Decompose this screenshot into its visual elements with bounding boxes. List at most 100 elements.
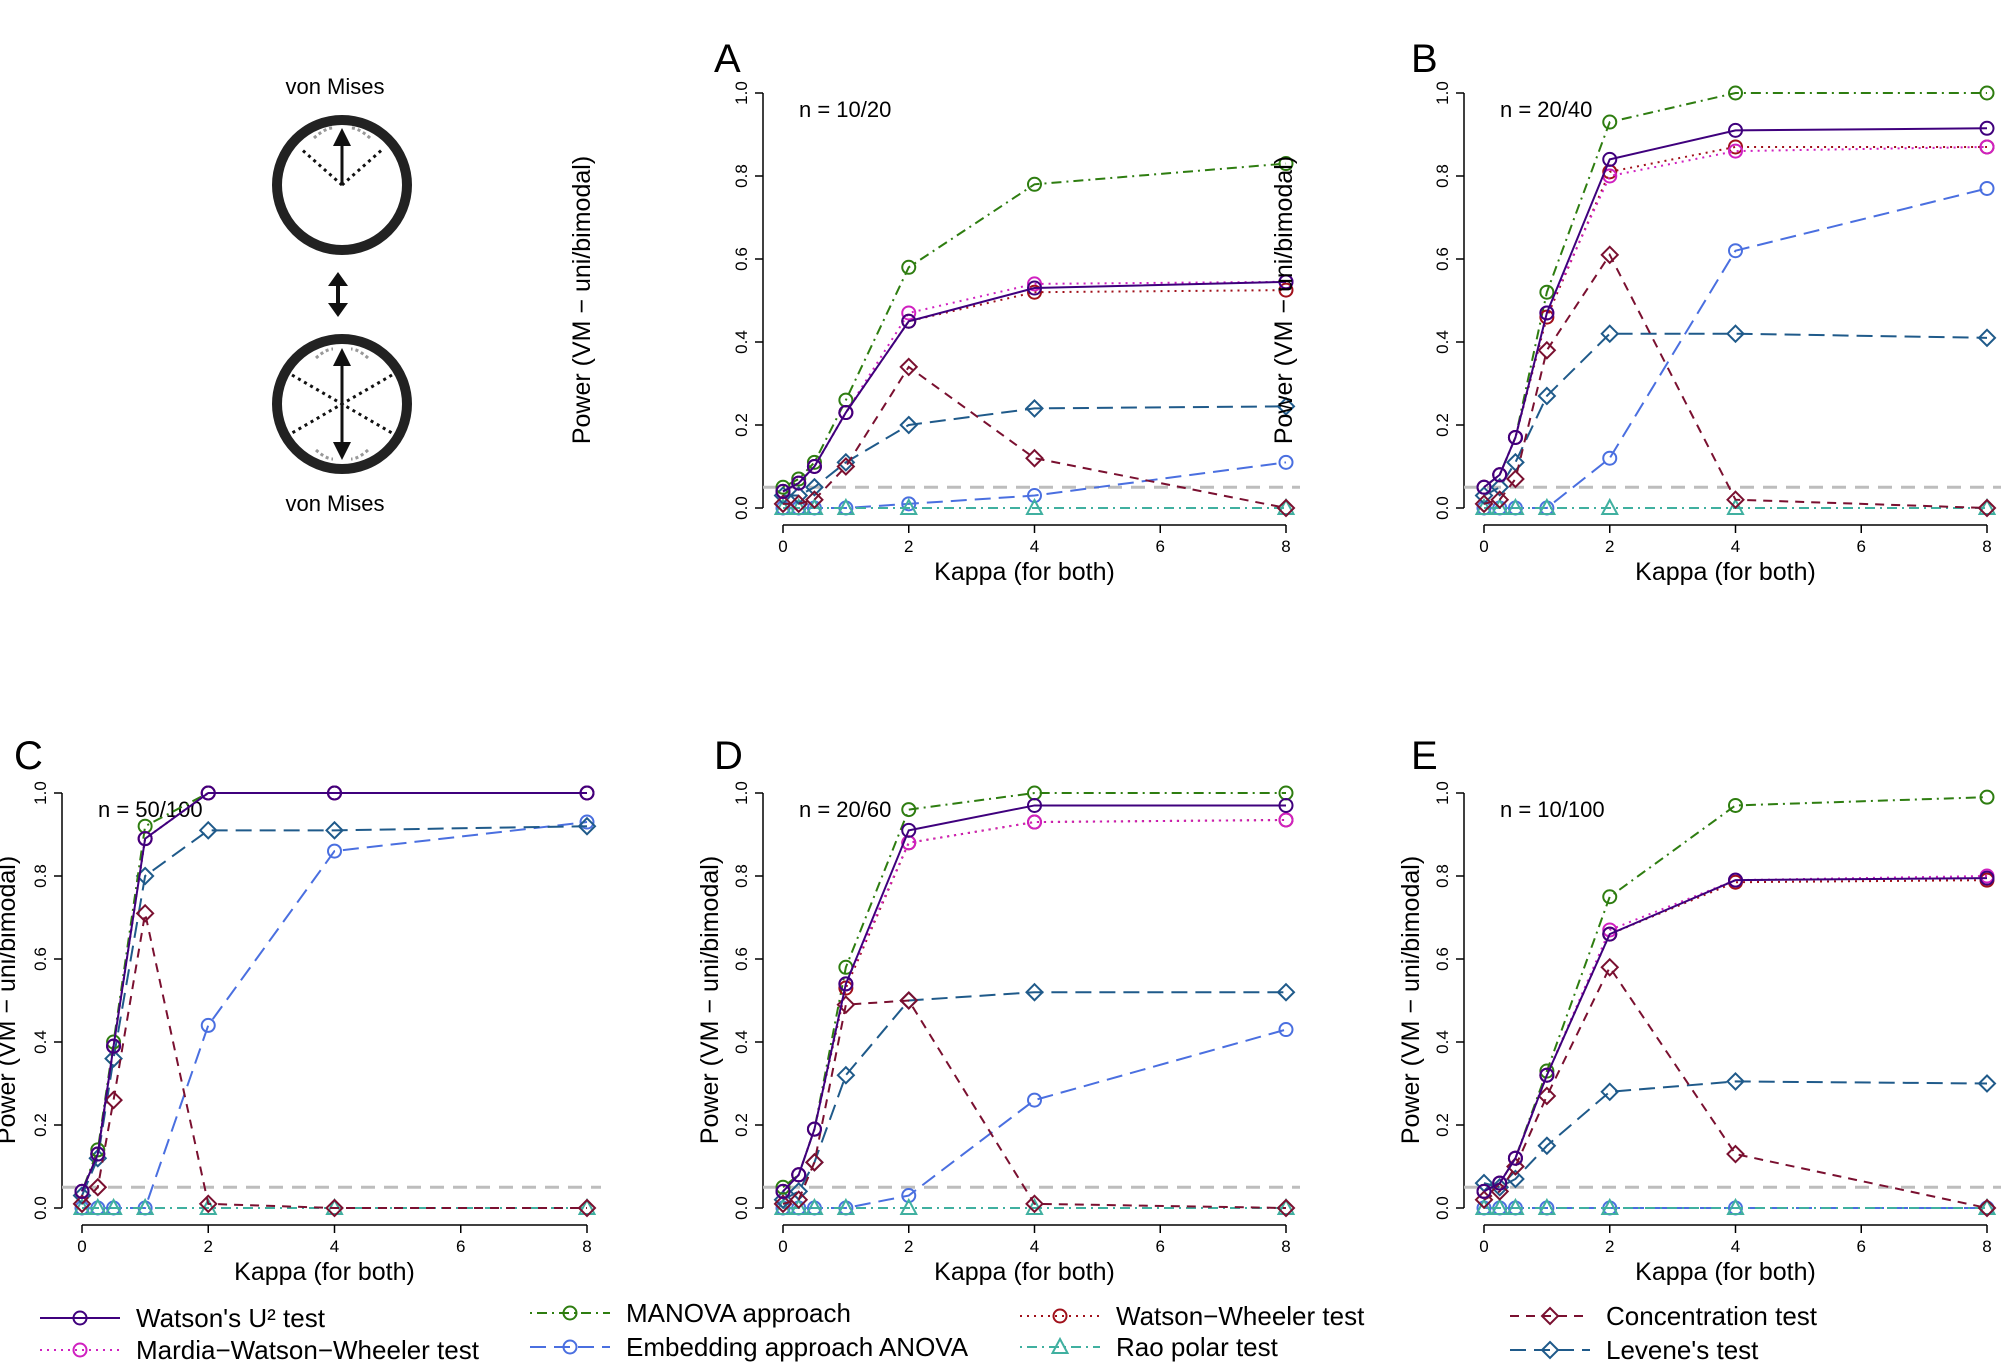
data-point xyxy=(1278,156,1294,172)
series-watson-s-u-test xyxy=(74,785,595,1199)
data-point xyxy=(1278,282,1294,298)
series-line xyxy=(82,821,588,1209)
data-point xyxy=(773,1194,793,1214)
series-line xyxy=(81,913,587,1209)
y-tick-label: 1.0 xyxy=(1433,781,1452,805)
y-tick-label: 0.0 xyxy=(31,1196,50,1220)
data-point xyxy=(198,820,218,840)
x-tick-label: 2 xyxy=(904,537,913,556)
data-point xyxy=(1600,497,1619,515)
panel-letter: E xyxy=(1411,734,1438,778)
data-point xyxy=(1537,1086,1557,1106)
data-point xyxy=(1728,122,1743,138)
y-tick-label: 1.0 xyxy=(31,781,50,805)
y-tick-label: 0.4 xyxy=(31,1030,50,1054)
data-point xyxy=(1728,872,1743,888)
y-axis-title: Power (VM − uni/bimodal) xyxy=(696,856,724,1144)
data-point xyxy=(1979,85,1995,101)
double-arrow-icon xyxy=(328,272,348,317)
series-watson-wheeler-test xyxy=(1476,139,1995,495)
legend-entry: MANOVA approach xyxy=(530,1298,851,1328)
series-manova-approach xyxy=(1476,789,1995,1199)
x-tick-label: 8 xyxy=(1982,537,1991,556)
y-tick-label: 0.6 xyxy=(1433,947,1452,971)
data-point xyxy=(1490,1181,1510,1201)
data-point xyxy=(1507,1150,1523,1166)
data-point xyxy=(88,1197,107,1215)
panel-letter: D xyxy=(714,734,743,778)
legend-label: Watson−Wheeler test xyxy=(1116,1301,1365,1331)
series-line xyxy=(1483,145,1987,489)
legend-label: MANOVA approach xyxy=(626,1298,851,1328)
series-line xyxy=(81,825,588,1196)
x-axis-title: Kappa (for both) xyxy=(934,558,1115,586)
series-watson-s-u-test xyxy=(775,797,1294,1199)
series-concentration-test xyxy=(773,991,1296,1218)
data-point xyxy=(1027,280,1042,296)
y-tick-label: 0.8 xyxy=(732,164,751,188)
data-point xyxy=(1537,1136,1557,1156)
series-manova-approach xyxy=(775,156,1294,495)
y-tick-label: 0.4 xyxy=(732,1030,751,1054)
y-tick-label: 0.0 xyxy=(732,496,751,520)
data-point xyxy=(1726,324,1745,344)
series-embedding-approach-anova xyxy=(775,1022,1294,1216)
data-point xyxy=(836,995,856,1015)
data-point xyxy=(1977,497,1997,515)
data-point xyxy=(1276,1198,1296,1218)
series-line xyxy=(1483,1080,1988,1189)
data-point xyxy=(791,475,807,491)
panels: An = 10/20 0 2 4 6 8 0.0 0.2 0.4 0.6 0.8 1.0 Kappa (… xyxy=(0,37,2001,1286)
series-line xyxy=(782,280,1287,493)
data-point xyxy=(1979,870,1995,886)
data-point xyxy=(1276,497,1296,515)
data-point xyxy=(104,1049,123,1069)
legend-label: Rao polar test xyxy=(1116,1332,1279,1362)
y-tick-label: 0.6 xyxy=(31,947,50,971)
series-concentration-test xyxy=(1474,245,1997,518)
data-point xyxy=(1977,328,1997,348)
data-point xyxy=(773,494,793,514)
data-point xyxy=(1539,1067,1555,1083)
data-point xyxy=(1474,494,1494,514)
data-point xyxy=(1979,120,1995,136)
y-tick-label: 0.4 xyxy=(1433,1030,1452,1054)
legend-label: Watson's U² test xyxy=(136,1303,326,1333)
data-point xyxy=(1278,797,1294,813)
y-tick-label: 0.2 xyxy=(31,1113,50,1137)
x-tick-label: 6 xyxy=(456,1237,465,1256)
series-embedding-approach-anova xyxy=(1476,180,1995,516)
data-point xyxy=(325,820,344,840)
data-point xyxy=(901,822,917,838)
data-point xyxy=(1600,324,1620,344)
x-tick-label: 2 xyxy=(904,1237,913,1256)
data-point xyxy=(1602,151,1618,167)
series-line xyxy=(1483,145,1988,489)
x-tick-label: 6 xyxy=(1156,1237,1165,1256)
series-manova-approach xyxy=(74,785,595,1199)
data-point xyxy=(1506,1197,1525,1215)
schematic: von Mises von Mises xyxy=(272,74,412,516)
y-tick-label: 1.0 xyxy=(1433,81,1452,105)
data-point xyxy=(1025,398,1044,418)
series-mardia-watson-wheeler-test xyxy=(1476,139,1995,495)
data-point xyxy=(1537,1197,1557,1215)
legend-marker xyxy=(1540,1306,1560,1326)
series-line xyxy=(782,289,1287,493)
legend-marker xyxy=(1050,1336,1070,1354)
data-point xyxy=(1025,448,1044,468)
y-tick-label: 0.6 xyxy=(732,247,751,271)
series-watson-s-u-test xyxy=(1476,870,1995,1199)
data-point xyxy=(1506,1157,1525,1176)
panel-letter: B xyxy=(1411,37,1438,81)
data-point xyxy=(1278,454,1294,470)
data-point xyxy=(1602,114,1618,130)
schematic-top-label: von Mises xyxy=(285,74,384,99)
panel-D: Dn = 20/60 0 2 4 6 8 0.0 0.2 0.4 0.6 0.8 1.0 Kappa (… xyxy=(696,734,1300,1286)
legend-entry: Embedding approach ANOVA xyxy=(530,1332,969,1362)
data-point xyxy=(789,494,809,514)
data-point xyxy=(325,1198,344,1218)
legend-marker xyxy=(562,1339,578,1355)
data-point xyxy=(1600,1082,1620,1102)
data-point xyxy=(137,831,153,847)
